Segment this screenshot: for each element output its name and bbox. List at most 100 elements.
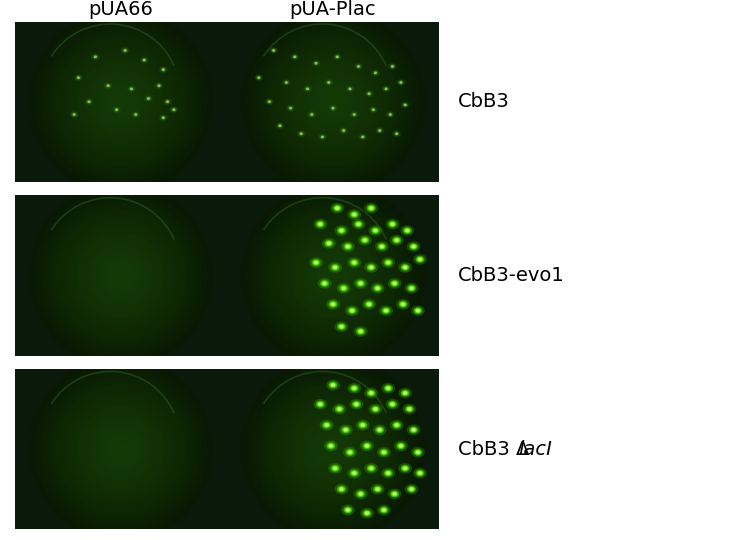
Circle shape [405,484,418,494]
Ellipse shape [114,269,127,281]
Ellipse shape [327,443,339,455]
Ellipse shape [96,424,145,474]
Ellipse shape [262,204,404,347]
Circle shape [128,86,135,92]
Circle shape [129,87,134,91]
Circle shape [331,107,334,109]
Circle shape [370,266,373,268]
Circle shape [371,108,376,112]
Circle shape [267,100,272,104]
Ellipse shape [37,366,204,533]
Circle shape [339,228,344,232]
Circle shape [354,114,355,115]
Circle shape [339,487,344,491]
Circle shape [401,465,410,471]
Ellipse shape [87,415,155,483]
Circle shape [368,303,370,305]
Circle shape [329,105,337,111]
Circle shape [411,245,416,248]
Circle shape [315,63,317,64]
Circle shape [404,228,410,232]
Circle shape [328,444,334,448]
Circle shape [353,213,356,215]
Ellipse shape [103,257,139,294]
Ellipse shape [52,207,189,343]
Ellipse shape [330,446,336,452]
Circle shape [379,130,381,131]
Circle shape [318,279,331,288]
Circle shape [372,70,379,76]
Ellipse shape [280,396,386,502]
Circle shape [368,93,370,94]
Ellipse shape [240,183,426,368]
Ellipse shape [62,43,179,160]
Circle shape [145,96,152,102]
Circle shape [352,471,356,475]
Circle shape [342,130,345,132]
Ellipse shape [111,266,130,285]
Circle shape [412,306,424,315]
Ellipse shape [286,55,379,148]
Ellipse shape [87,241,155,309]
Circle shape [401,102,409,108]
Ellipse shape [311,254,355,297]
Circle shape [332,303,334,305]
Circle shape [353,113,356,116]
Ellipse shape [244,186,423,365]
Circle shape [370,392,373,394]
Circle shape [393,237,401,243]
Circle shape [287,105,294,111]
Ellipse shape [240,9,426,194]
Circle shape [258,77,260,78]
Circle shape [316,221,325,227]
Ellipse shape [259,201,407,350]
Circle shape [410,427,418,433]
Circle shape [162,69,164,70]
Circle shape [325,424,328,426]
Circle shape [335,206,339,210]
Circle shape [376,127,384,133]
Ellipse shape [44,198,199,353]
Circle shape [418,471,423,475]
Circle shape [131,89,132,90]
Circle shape [337,56,338,57]
Ellipse shape [59,387,183,511]
Ellipse shape [268,37,398,167]
Circle shape [370,207,373,209]
Circle shape [361,136,365,138]
Circle shape [352,401,360,407]
Circle shape [337,486,345,492]
Ellipse shape [56,37,186,167]
Circle shape [337,227,345,234]
Circle shape [365,203,378,213]
Circle shape [342,505,354,515]
Circle shape [300,133,302,134]
Circle shape [389,113,392,116]
Ellipse shape [56,211,186,340]
Ellipse shape [72,226,170,325]
Circle shape [308,112,316,117]
Circle shape [375,72,376,73]
Circle shape [363,299,376,309]
Ellipse shape [31,186,210,365]
Circle shape [345,429,347,431]
Circle shape [371,227,379,234]
Ellipse shape [106,434,137,464]
Circle shape [322,137,323,138]
Ellipse shape [65,393,176,505]
Ellipse shape [90,418,152,480]
Circle shape [401,303,404,305]
Circle shape [166,100,169,103]
Circle shape [356,65,361,68]
Ellipse shape [244,12,423,192]
Circle shape [353,387,356,389]
Circle shape [255,75,263,80]
Circle shape [369,226,382,235]
Ellipse shape [75,229,168,322]
Circle shape [376,488,379,490]
Circle shape [383,509,385,511]
Circle shape [367,205,376,211]
Ellipse shape [289,58,376,145]
Circle shape [286,82,287,83]
Circle shape [369,266,373,269]
